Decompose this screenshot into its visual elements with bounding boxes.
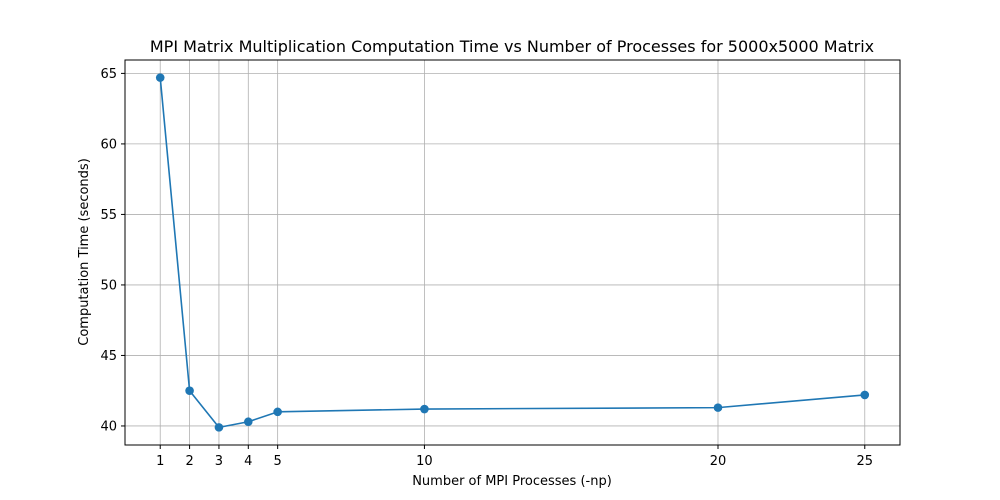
- x-axis-label: Number of MPI Processes (-np): [412, 474, 612, 489]
- x-tick-label: 4: [244, 454, 252, 469]
- data-point: [214, 423, 224, 432]
- series-layer: [155, 73, 870, 432]
- y-tick-label: 65: [100, 67, 117, 82]
- y-axis-label: Computation Time (seconds): [77, 158, 92, 346]
- x-tick-label: 20: [710, 454, 727, 469]
- x-tick-label: 3: [215, 454, 223, 469]
- y-tick-label: 55: [100, 208, 117, 223]
- data-point: [243, 417, 253, 427]
- series-line: [159, 77, 865, 429]
- chart-title: MPI Matrix Multiplication Computation Ti…: [150, 37, 874, 56]
- grid-lines: [125, 60, 900, 445]
- data-point: [185, 386, 194, 396]
- y-axis-ticks: 40 45 50 55 60 65: [100, 67, 125, 434]
- x-tick-label: 10: [416, 454, 433, 469]
- y-tick-label: 40: [100, 419, 117, 434]
- data-point: [155, 73, 165, 82]
- plot-frame: [124, 59, 901, 446]
- x-tick-label: 25: [856, 454, 873, 469]
- y-tick-label: 50: [100, 278, 117, 293]
- x-tick-label: 1: [156, 454, 164, 469]
- y-tick-label: 60: [100, 137, 117, 152]
- data-point: [860, 390, 870, 400]
- data-point: [713, 403, 723, 412]
- data-point: [420, 404, 429, 414]
- y-tick-label: 45: [100, 349, 117, 364]
- x-tick-label: 2: [185, 454, 193, 469]
- x-tick-label: 5: [274, 454, 282, 469]
- data-point: [273, 407, 282, 417]
- x-axis-ticks: 1 2 3 4 5 10 20 25: [156, 445, 873, 469]
